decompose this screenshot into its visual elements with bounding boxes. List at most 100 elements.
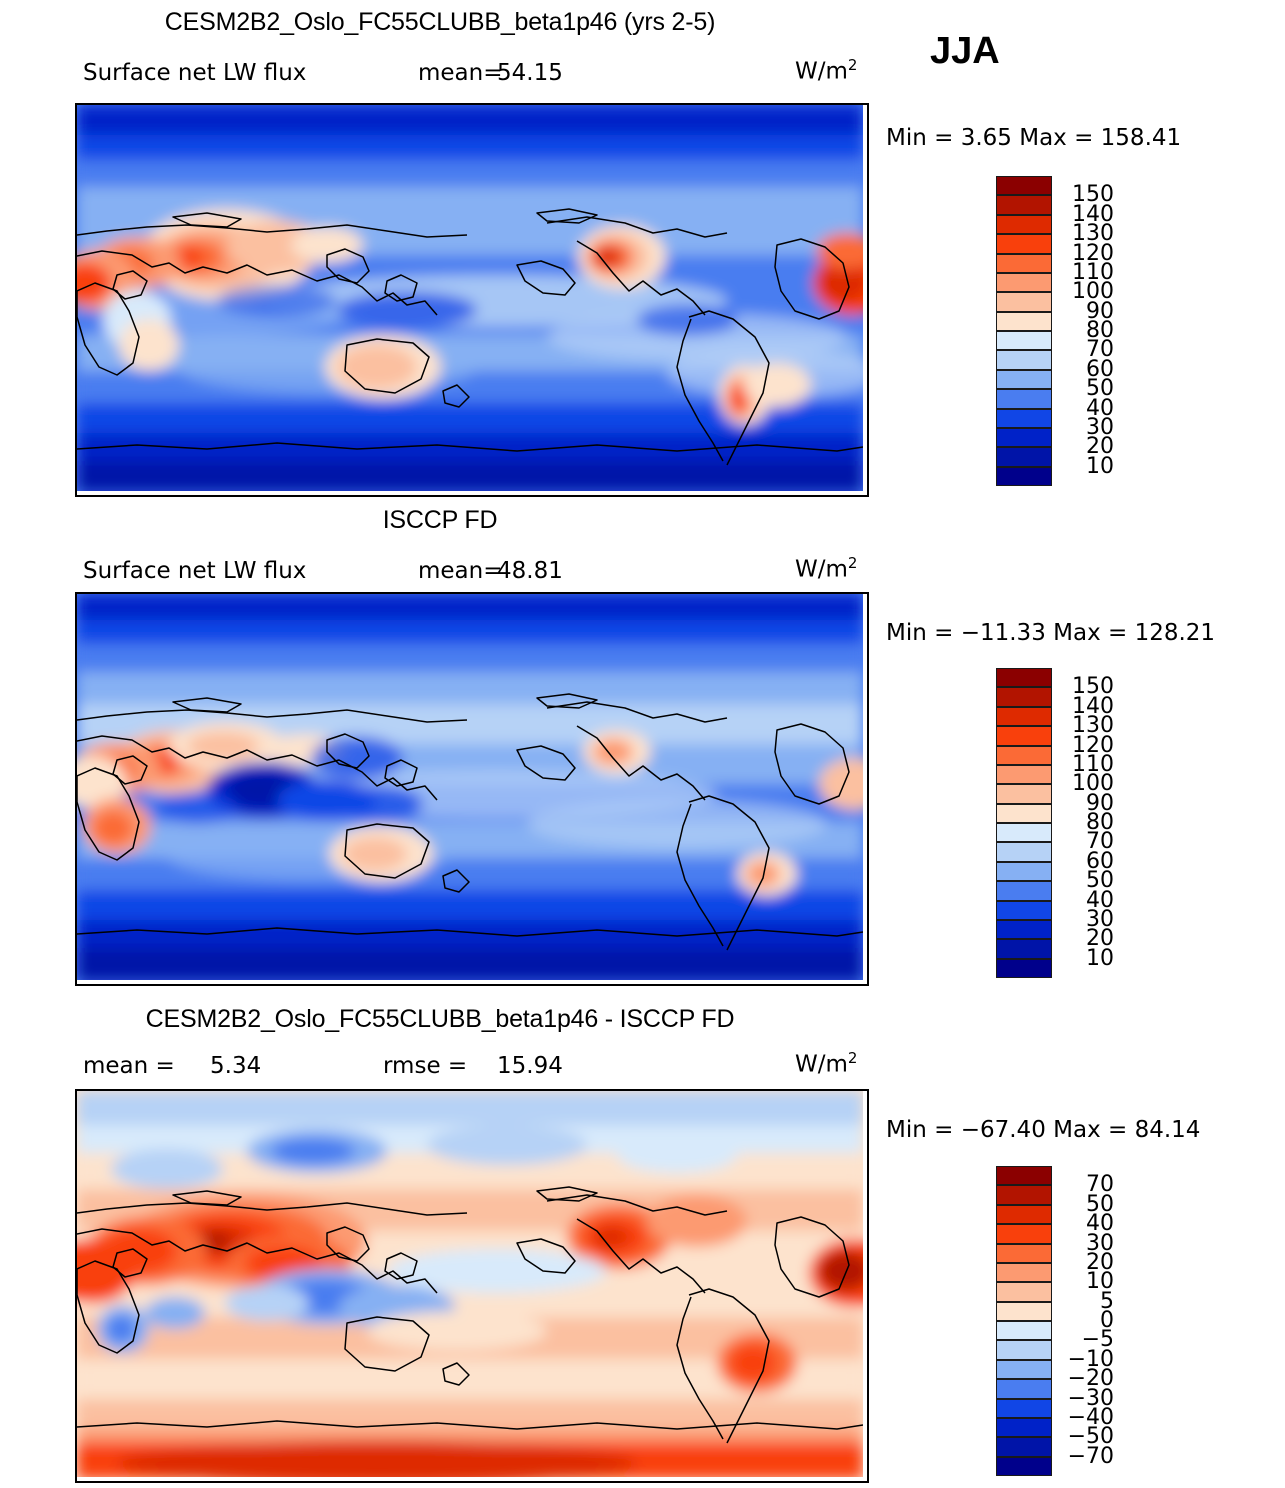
panel-obs-units: W/m2 xyxy=(795,554,857,583)
colorbar-band xyxy=(996,272,1052,293)
colorbar-tick-label: 110 xyxy=(1072,751,1114,777)
colorbar-tick-label: 50 xyxy=(1086,376,1114,402)
colorbar-tick-label: 80 xyxy=(1086,810,1114,835)
colorbar-tick-label: 50 xyxy=(1086,868,1114,894)
units-exponent: 2 xyxy=(847,1049,858,1067)
panel-difference-title: CESM2B2_Oslo_FC55CLUBB_beta1p46 - ISCCP … xyxy=(145,1005,735,1033)
colorbar-tick-label: 70 xyxy=(1086,337,1114,363)
colorbar-tick-label: 90 xyxy=(1086,790,1114,816)
colorbar-tick-label: 30 xyxy=(1086,414,1114,440)
colorbar-band xyxy=(996,1243,1052,1263)
colorbar-band xyxy=(996,447,1052,467)
colorbar-tick-label: 130 xyxy=(1072,221,1114,247)
colorbar-band xyxy=(996,939,1052,959)
colorbar-band xyxy=(996,1340,1052,1360)
panel-difference-rmse-label: rmse = xyxy=(383,1053,468,1079)
colorbar-band xyxy=(996,350,1052,370)
colorbar-band xyxy=(996,1185,1052,1205)
colorbar-tick-label: −20 xyxy=(1067,1366,1114,1392)
coastlines xyxy=(77,1186,863,1444)
map-canvas-model xyxy=(77,105,863,491)
colorbar-band xyxy=(996,900,1052,920)
map-canvas-difference xyxy=(77,1091,863,1477)
colorbar-band xyxy=(996,726,1052,746)
panel-model-map[interactable] xyxy=(75,103,869,497)
colorbar-band xyxy=(996,389,1052,409)
colorbar-tick-label: 130 xyxy=(1072,713,1114,739)
colorbar-tick-label: 40 xyxy=(1086,395,1114,421)
units-text: W/m xyxy=(795,1051,848,1078)
colorbar-tick-label: −50 xyxy=(1067,1424,1114,1450)
panel-difference-rmse-value: 15.94 xyxy=(497,1053,563,1079)
colorbar-tick-label: 5 xyxy=(1100,1288,1114,1314)
colorbar-band xyxy=(996,823,1052,843)
colorbar-band xyxy=(996,369,1052,390)
colorbar-band xyxy=(996,764,1052,785)
panel-model-colorbar[interactable]: 150 140 130 120 110 100 90 80 70 60 50 40 30 20 10 xyxy=(996,176,1166,486)
panel-obs-colorbar[interactable]: 150 140 130 120 110 100 90 80 70 60 50 40 30 20 10 xyxy=(996,668,1166,978)
colorbar-tick-label: 40 xyxy=(1086,1211,1114,1237)
colorbar-tick-label: 150 xyxy=(1072,182,1114,208)
colorbar-band xyxy=(996,1301,1052,1321)
colorbar-tick-label: 120 xyxy=(1072,240,1114,266)
panel-model-mean-label: mean= xyxy=(418,60,503,86)
colorbar-band xyxy=(996,919,1052,940)
colorbar-tick-label: −10 xyxy=(1067,1346,1114,1372)
colorbar-band xyxy=(996,253,1052,273)
colorbar-tick-label: 80 xyxy=(1086,318,1114,343)
colorbar-band xyxy=(996,1166,1052,1186)
colorbar-band xyxy=(996,1456,1052,1476)
colorbar-band xyxy=(996,784,1052,804)
colorbar-tick-label: 30 xyxy=(1086,1230,1114,1256)
colorbar-tick-label: 90 xyxy=(1086,298,1114,324)
colorbar-band xyxy=(996,1262,1052,1283)
colorbar-band xyxy=(996,331,1052,351)
panel-obs-minmax: Min = −11.33 Max = 128.21 xyxy=(886,620,1216,646)
colorbar-tick-label: 10 xyxy=(1086,453,1114,479)
colorbar-tick-label: 140 xyxy=(1072,693,1114,719)
colorbar-band xyxy=(996,466,1052,486)
panel-model-mean-value: 54.15 xyxy=(497,60,563,86)
panel-difference-units: W/m2 xyxy=(795,1049,857,1078)
colorbar-band xyxy=(996,176,1052,196)
colorbar-tick-label: 10 xyxy=(1086,1269,1114,1295)
colorbar-tick-label: 50 xyxy=(1086,1191,1114,1217)
colorbar-tick-label: 70 xyxy=(1086,1172,1114,1198)
panel-difference-map[interactable] xyxy=(75,1089,869,1483)
panel-model-title: CESM2B2_Oslo_FC55CLUBB_beta1p46 (yrs 2-5… xyxy=(164,8,716,36)
colorbar-band xyxy=(996,1379,1052,1399)
colorbar-tick-label: 40 xyxy=(1086,887,1114,913)
panel-difference-colorbar[interactable]: 70 50 40 30 20 10 5 0 −5 −10 −20 −30 −40 −50 −70 xyxy=(996,1166,1166,1476)
colorbar-band xyxy=(996,1321,1052,1341)
panel-difference-mean-value: 5.34 xyxy=(210,1053,262,1079)
colorbar-band xyxy=(996,1359,1052,1380)
panel-difference-minmax: Min = −67.40 Max = 84.14 xyxy=(886,1117,1201,1143)
panel-obs-mean-value: 48.81 xyxy=(497,558,563,584)
season-badge: JJA xyxy=(930,30,1000,72)
colorbar-tick-label: 0 xyxy=(1100,1308,1114,1333)
colorbar-band xyxy=(996,706,1052,727)
colorbar-band xyxy=(996,1204,1052,1225)
colorbar-band xyxy=(996,687,1052,707)
colorbar-tick-label: 120 xyxy=(1072,732,1114,758)
colorbar-tick-label: 60 xyxy=(1086,848,1114,874)
colorbar-tick-label: −30 xyxy=(1067,1385,1114,1411)
colorbar-tick-label: 20 xyxy=(1086,1249,1114,1275)
colorbar-band xyxy=(996,1282,1052,1302)
colorbar-band xyxy=(996,668,1052,688)
colorbar-band xyxy=(996,1437,1052,1457)
colorbar-tick-label: 10 xyxy=(1086,945,1114,971)
colorbar-tick-label: −70 xyxy=(1067,1443,1114,1469)
panel-obs-map[interactable] xyxy=(75,592,869,986)
colorbar-band xyxy=(996,958,1052,978)
colorbar-band xyxy=(996,803,1052,823)
colorbar-band xyxy=(996,861,1052,882)
units-exponent: 2 xyxy=(847,56,858,74)
units-text: W/m xyxy=(795,58,848,85)
colorbar-band xyxy=(996,745,1052,765)
colorbar-band xyxy=(996,195,1052,215)
colorbar-tick-label: 140 xyxy=(1072,201,1114,227)
colorbar-tick-label: 150 xyxy=(1072,674,1114,700)
colorbar-tick-label: −40 xyxy=(1067,1404,1114,1430)
colorbar-band xyxy=(996,408,1052,428)
